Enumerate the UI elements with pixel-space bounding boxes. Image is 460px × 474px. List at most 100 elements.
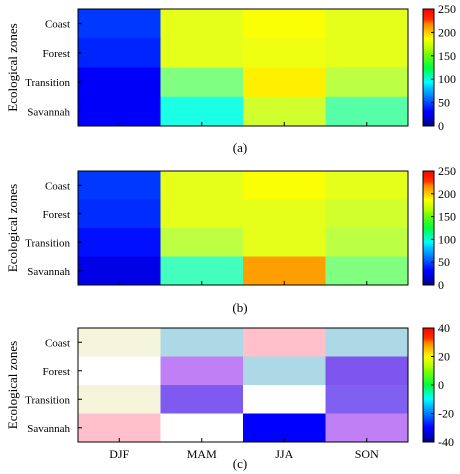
colorbar-frame [422, 170, 435, 286]
heatmap-cell [243, 356, 326, 386]
heatmap-cell [243, 199, 326, 229]
colorbar-tick-label: 50 [438, 255, 450, 269]
colorbar-tick-label: -20 [438, 407, 454, 421]
heatmap-cell [160, 96, 244, 127]
colorbar: -40 -20 0 20 40 [422, 321, 454, 449]
heatmap-cell [160, 328, 244, 357]
heatmap-cell [325, 413, 409, 443]
colorbar-tick-label: 0 [438, 378, 444, 392]
heatmap-cell [160, 199, 244, 229]
colorbar-tick-label: 20 [438, 350, 450, 364]
heatmap-cell [325, 199, 409, 229]
heatmap-panel: Coast Forest Transition Savannah Ecological … [5, 2, 456, 155]
heatmap-cell [325, 356, 409, 386]
colorbar-tick-label: 40 [438, 321, 450, 335]
ytick-label: Coast [45, 19, 70, 31]
ytick-label: Coast [45, 180, 70, 192]
heatmap-cell [325, 256, 409, 286]
ytick-label: Transition [25, 237, 70, 249]
plot-frame [77, 8, 409, 127]
heatmap-cell [160, 385, 244, 414]
heatmap-cell [78, 256, 161, 286]
colorbar-tick-label: 0 [438, 119, 444, 133]
heatmap-cell [160, 9, 244, 39]
xtick-label: DJF [109, 447, 129, 461]
ytick-label: Transition [25, 77, 70, 89]
heatmap-cell [78, 67, 161, 98]
ytick-label: Savannah [27, 106, 70, 118]
colorbar-tick-label: 100 [438, 232, 456, 246]
heatmap-cell [243, 413, 326, 443]
heatmap-cell [243, 328, 326, 357]
colorbar-tick-label: 200 [438, 25, 456, 39]
heatmap-panel: Coast Forest Transition Savannah Ecological … [5, 321, 454, 471]
plot-frame [77, 327, 409, 443]
ytick-label: Savannah [27, 266, 70, 278]
ytick-label: Transition [25, 394, 70, 406]
heatmap-cell [78, 413, 161, 443]
colorbar-tick-label: 150 [438, 210, 456, 224]
ytick-label: Coast [45, 337, 70, 349]
ytick-label: Savannah [27, 423, 70, 435]
heatmap-cell [78, 96, 161, 127]
ytick-label: Forest [43, 209, 71, 221]
heatmap-cell [78, 199, 161, 229]
panel-label: (c) [233, 456, 247, 471]
heatmap-cell [160, 228, 244, 257]
colorbar-gradient [423, 9, 434, 126]
colorbar-tick-label: 250 [438, 164, 456, 178]
colorbar-frame [422, 8, 435, 127]
heatmap-cell [325, 96, 409, 127]
colorbar-tick-label: 200 [438, 187, 456, 201]
heatmap-cell [325, 9, 409, 39]
colorbar-tick-label: 150 [438, 49, 456, 63]
xtick-label: JJA [275, 447, 293, 461]
colorbar-gradient [423, 328, 434, 442]
y-axis-label: Ecological zones [5, 23, 20, 111]
colorbar-tick-label: 50 [438, 96, 450, 110]
colorbar-tick-label: 250 [438, 2, 456, 16]
y-axis-label: Ecological zones [5, 341, 20, 429]
heatmap-cell [325, 228, 409, 257]
ytick-label: Forest [43, 48, 71, 60]
ytick-label: Forest [43, 366, 71, 378]
heatmap-cell [78, 38, 161, 68]
heatmap-cell [325, 38, 409, 68]
heatmap-cell [78, 356, 161, 386]
plot-frame [77, 170, 409, 286]
colorbar-tick-label: -40 [438, 435, 454, 449]
heatmap-cell [243, 171, 326, 200]
heatmap-cell [325, 171, 409, 200]
colorbar-tick-label: 100 [438, 72, 456, 86]
colorbar: 0 50 100 150 200 250 [422, 2, 456, 133]
heatmap-cell [243, 385, 326, 414]
heatmap-cell [160, 171, 244, 200]
heatmap-cell [160, 38, 244, 68]
heatmap-cell [243, 256, 326, 286]
heatmap-cell [78, 228, 161, 257]
xtick-label: SON [355, 447, 379, 461]
heatmap-cell [243, 67, 326, 98]
heatmap-cell [243, 96, 326, 127]
heatmap-cell [78, 328, 161, 357]
panel-label: (a) [233, 140, 247, 155]
heatmap-cell [78, 385, 161, 414]
panel-label: (b) [232, 300, 247, 315]
y-axis-label: Ecological zones [5, 184, 20, 272]
heatmap-cell [325, 385, 409, 414]
xtick-label: MAM [187, 447, 217, 461]
heatmap-cell [160, 356, 244, 386]
heatmap-cell [78, 171, 161, 200]
colorbar-tick-label: 0 [438, 278, 444, 292]
heatmap-cell [160, 256, 244, 286]
heatmap-cell [243, 9, 326, 39]
heatmap-cell [78, 9, 161, 39]
colorbar-gradient [423, 171, 434, 285]
heatmap-panel: Coast Forest Transition Savannah Ecological … [5, 164, 456, 315]
heatmap-cell [160, 413, 244, 443]
heatmap-cell [325, 67, 409, 98]
heatmap-cell [160, 67, 244, 98]
heatmap-cell [325, 328, 409, 357]
colorbar: 0 50 100 150 200 250 [422, 164, 456, 292]
